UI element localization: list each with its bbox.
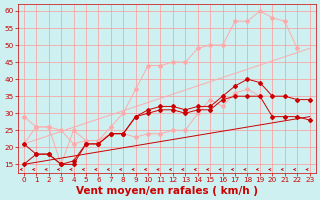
X-axis label: Vent moyen/en rafales ( km/h ): Vent moyen/en rafales ( km/h )	[76, 186, 258, 196]
